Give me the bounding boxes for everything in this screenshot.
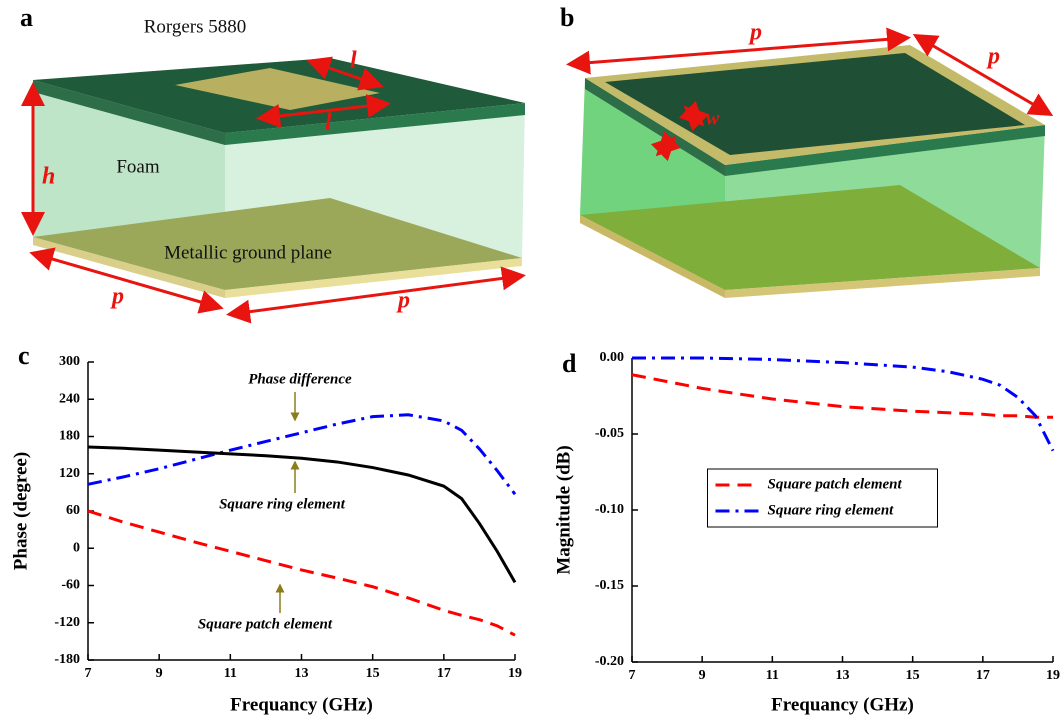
y-axis-title: Magnitude (dB) (553, 445, 574, 574)
x-axis-title: Frequancy (GHz) (771, 694, 914, 715)
legend-label: Square ring element (768, 502, 895, 518)
panel-letter: a (20, 3, 33, 32)
material-label: Foam (116, 156, 160, 177)
series-line (632, 358, 1053, 451)
x-tick-label: 17 (976, 668, 990, 683)
y-tick-label: -0.20 (595, 654, 624, 669)
series-annotation: Square ring element (219, 496, 346, 512)
figure: a Rorgers 5880 Foam Metallic ground plan… (0, 0, 1063, 719)
y-tick-label: 0.00 (600, 350, 625, 365)
material-label: Rorgers 5880 (144, 16, 247, 37)
y-tick-label: -120 (54, 615, 80, 630)
series-line (88, 415, 515, 494)
x-tick-label: 11 (766, 668, 779, 683)
y-axis-title: Phase (degree) (10, 452, 31, 570)
y-tick-label: 120 (59, 466, 80, 481)
y-tick-label: 240 (59, 391, 80, 406)
y-tick-label: -0.10 (595, 502, 624, 517)
y-tick-label: -0.15 (595, 578, 624, 593)
y-tick-label: -180 (54, 652, 80, 667)
x-tick-label: 7 (85, 666, 92, 681)
diagram-a: a Rorgers 5880 Foam Metallic ground plan… (20, 3, 525, 314)
dim-label: h (42, 164, 55, 190)
series-line (88, 447, 515, 582)
legend-label: Square patch element (768, 476, 903, 492)
x-tick-label: 19 (508, 666, 522, 681)
y-tick-label: 300 (59, 354, 80, 369)
x-tick-label: 17 (437, 666, 451, 681)
y-tick-label: 0 (73, 540, 80, 555)
panel-letter: d (562, 349, 577, 378)
series-annotation: Phase difference (248, 371, 352, 387)
dim-label: p (986, 44, 1000, 70)
dim-label: l (350, 48, 357, 74)
dim-label: p (748, 20, 762, 46)
dim-label: p (396, 288, 410, 314)
panel-letter: c (18, 341, 30, 370)
x-tick-label: 9 (156, 666, 163, 681)
dim-label: p (110, 284, 124, 310)
series-annotation: Square patch element (198, 616, 333, 632)
panel-letter: b (560, 3, 574, 32)
material-label: Metallic ground plane (164, 242, 332, 263)
x-tick-label: 13 (836, 668, 850, 683)
x-tick-label: 9 (699, 668, 706, 683)
x-axis-title: Frequancy (GHz) (230, 694, 373, 715)
dim-label: w (706, 108, 720, 130)
y-tick-label: -0.05 (595, 426, 624, 441)
y-tick-label: 60 (66, 503, 80, 518)
diagram-b: b p p w (560, 3, 1048, 298)
x-tick-label: 11 (224, 666, 237, 681)
x-tick-label: 7 (629, 668, 636, 683)
x-tick-label: 13 (295, 666, 309, 681)
x-tick-label: 15 (906, 668, 920, 683)
x-tick-label: 15 (366, 666, 380, 681)
y-tick-label: -60 (61, 578, 80, 593)
y-tick-label: 180 (59, 429, 80, 444)
dim-label: l (325, 110, 332, 136)
x-tick-label: 19 (1046, 668, 1060, 683)
